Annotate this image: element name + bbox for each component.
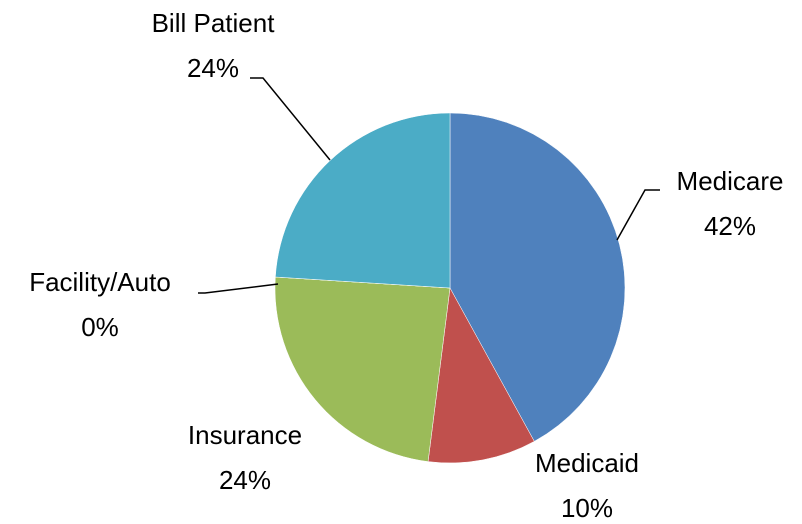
leader-line xyxy=(616,189,660,241)
data-label-name: Medicaid xyxy=(535,448,639,478)
data-label-value: 10% xyxy=(561,493,613,523)
pie-slice xyxy=(274,276,451,462)
data-label-name: Insurance xyxy=(188,420,302,450)
pie-slice xyxy=(275,112,451,289)
pie xyxy=(274,112,626,464)
leader-line xyxy=(250,77,331,161)
data-label-name: Bill Patient xyxy=(152,8,276,38)
pie-slice xyxy=(427,287,535,464)
data-label-name: Medicare xyxy=(677,166,784,196)
data-label-value: 24% xyxy=(187,53,239,83)
data-label-value: 42% xyxy=(704,211,756,241)
leader-line xyxy=(198,283,279,294)
data-label-value: 24% xyxy=(219,465,271,495)
data-label-value: 0% xyxy=(81,312,119,342)
data-label-name: Facility/Auto xyxy=(29,267,171,297)
pie-slice xyxy=(449,112,626,442)
